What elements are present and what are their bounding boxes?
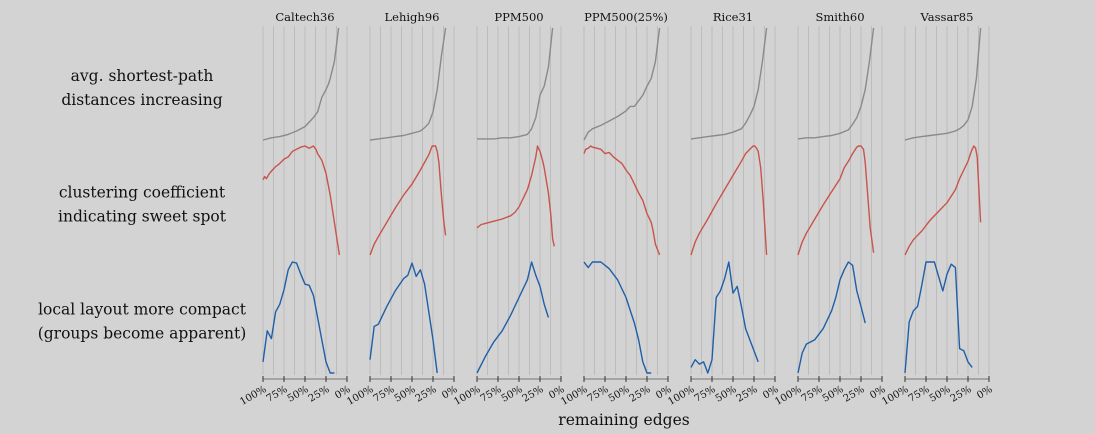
row-label: indicating sweet spot: [58, 208, 227, 226]
row-label: (groups become apparent): [38, 325, 247, 343]
series-line: [583, 145, 661, 256]
series-line: [904, 145, 982, 256]
series-line: [797, 145, 875, 256]
series-line: [369, 262, 438, 374]
x-tick-label: 100%: [238, 384, 268, 408]
series-line: [262, 27, 340, 141]
row-label: distances increasing: [61, 91, 222, 109]
series-line: [476, 145, 555, 247]
series-line: [797, 261, 866, 374]
x-tick-label: 25%: [842, 384, 867, 405]
series-line: [904, 261, 973, 374]
x-tick-label: 25%: [414, 384, 439, 405]
column-title: Lehigh96: [385, 10, 440, 24]
x-tick-label: 25%: [521, 384, 546, 405]
x-tick-label: 25%: [628, 384, 653, 405]
row-label: local layout more compact: [38, 301, 247, 319]
series-line: [690, 145, 768, 256]
x-axis-title: remaining edges: [558, 411, 689, 429]
x-tick-label: 25%: [949, 384, 974, 405]
column-title: Caltech36: [275, 10, 334, 24]
x-tick-label: 100%: [345, 384, 375, 408]
column-title: Rice31: [713, 10, 753, 24]
column-title: Vassar85: [920, 10, 974, 24]
series-line: [369, 145, 447, 256]
series-line: [904, 27, 982, 141]
x-tick-label: 100%: [773, 384, 803, 408]
series-line: [476, 261, 550, 374]
row-label: clustering coefficient: [59, 184, 226, 202]
series-line: [262, 145, 341, 256]
series-line: [797, 27, 875, 140]
x-tick-label: 0%: [975, 384, 994, 401]
x-tick-label: 100%: [880, 384, 910, 408]
series-line: [690, 27, 768, 140]
x-tick-label: 100%: [452, 384, 482, 408]
x-tick-label: 100%: [666, 384, 696, 408]
series-line: [477, 27, 554, 140]
x-tick-label: 25%: [735, 384, 760, 405]
x-tick-label: 25%: [307, 384, 332, 405]
series-line: [369, 27, 447, 141]
column-title: Smith60: [815, 10, 864, 24]
column-title: PPM500: [494, 10, 543, 24]
x-tick-label: 100%: [559, 384, 589, 408]
column-title: PPM500(25%): [584, 10, 668, 24]
row-label: avg. shortest-path: [71, 67, 214, 85]
series-line: [583, 27, 661, 141]
series-line: [690, 261, 759, 374]
series-line: [583, 261, 652, 374]
series-line: [262, 261, 335, 374]
